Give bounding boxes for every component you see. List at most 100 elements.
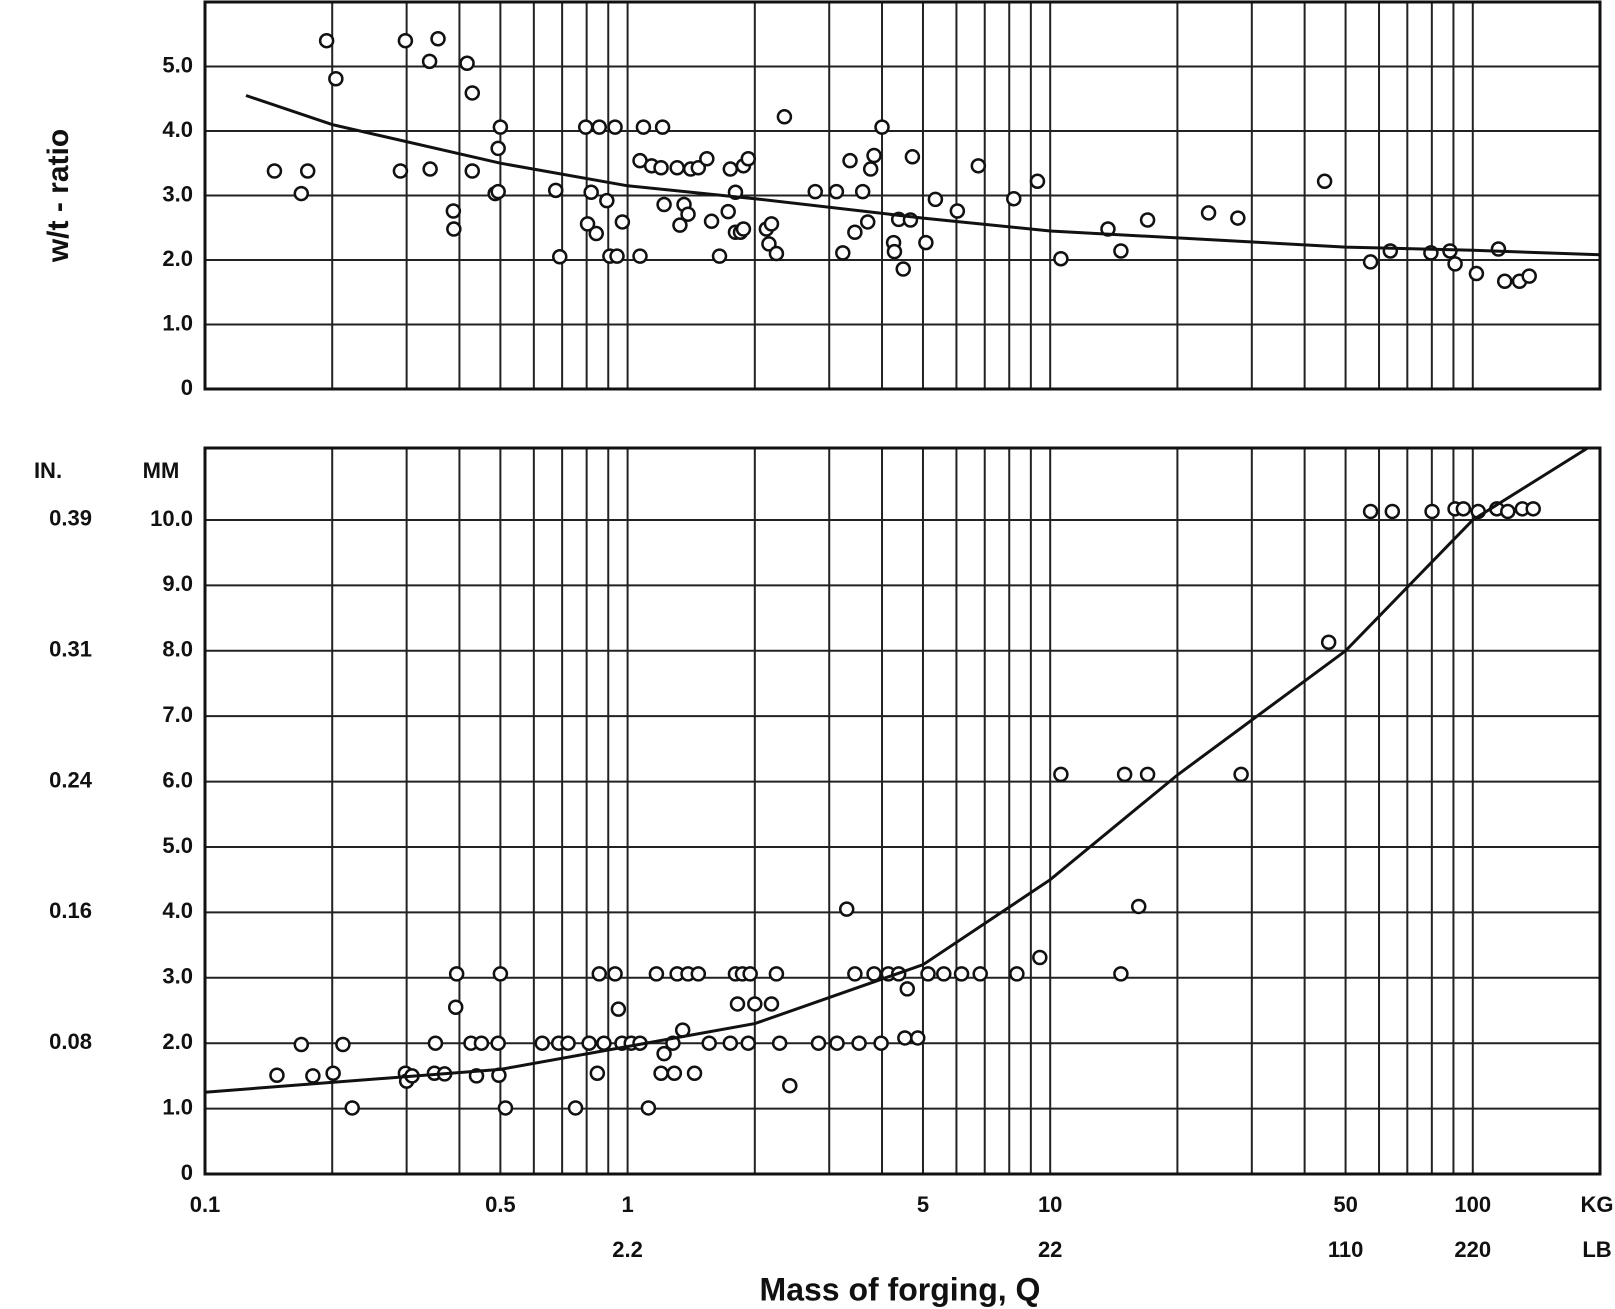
data-point xyxy=(1116,766,1133,783)
y-tick-label: 7.0 xyxy=(162,702,193,727)
data-point xyxy=(918,234,934,251)
data-point xyxy=(392,163,409,179)
data-point xyxy=(492,119,509,135)
data-point xyxy=(293,185,310,202)
data-point xyxy=(842,152,858,169)
data-point xyxy=(847,966,863,982)
data-point xyxy=(711,248,728,264)
data-point xyxy=(854,183,871,200)
data-point xyxy=(828,183,845,200)
x2-unit: LB xyxy=(1582,1237,1611,1262)
data-point xyxy=(492,966,509,982)
x-tick-label: 1 xyxy=(621,1192,633,1217)
data-point xyxy=(1490,241,1507,257)
data-point xyxy=(782,1077,798,1094)
data-point xyxy=(1362,254,1379,270)
y-tick-label: 0 xyxy=(181,375,193,400)
x2-tick-label: 110 xyxy=(1328,1237,1364,1262)
x2-tick-label: 220 xyxy=(1454,1237,1491,1262)
data-point xyxy=(763,996,780,1012)
data-point xyxy=(776,109,793,125)
data-point xyxy=(609,248,625,264)
data-point xyxy=(874,119,890,135)
x-tick-label: 100 xyxy=(1454,1192,1491,1217)
data-point xyxy=(446,221,462,237)
plot-frame xyxy=(203,446,1602,1176)
data-point xyxy=(768,245,785,262)
data-point xyxy=(829,1035,845,1051)
fit-curve xyxy=(204,446,1589,1094)
x-tick-label: 50 xyxy=(1333,1192,1357,1217)
data-point xyxy=(266,163,283,179)
data-point xyxy=(1113,966,1129,982)
data-point xyxy=(1230,210,1246,226)
data-point xyxy=(1468,265,1485,282)
data-point xyxy=(581,1035,597,1051)
data-point xyxy=(899,981,916,997)
data-point xyxy=(552,249,568,265)
data-point xyxy=(972,966,988,982)
data-point xyxy=(490,140,506,157)
data-point xyxy=(953,966,970,982)
data-point xyxy=(447,999,464,1015)
data-point xyxy=(448,966,465,982)
y2-tick-label: 0.16 xyxy=(49,898,92,923)
data-point xyxy=(1496,273,1513,290)
data-point xyxy=(669,160,685,176)
data-point xyxy=(473,1035,490,1051)
data-point xyxy=(1382,243,1399,259)
data-point xyxy=(422,161,438,177)
y-tick-label: 4.0 xyxy=(162,117,193,142)
data-point xyxy=(607,119,623,135)
data-point xyxy=(690,160,707,176)
y-tick-label: 6.0 xyxy=(162,767,193,792)
data-point xyxy=(1447,256,1463,272)
data-point xyxy=(768,966,785,982)
data-point xyxy=(567,1100,584,1116)
data-point xyxy=(464,163,481,179)
data-point xyxy=(653,160,669,176)
y-tick-label: 5.0 xyxy=(162,833,193,858)
data-point xyxy=(686,1065,703,1082)
y-tick-label: 1.0 xyxy=(162,1094,193,1119)
data-point xyxy=(859,214,876,230)
x2-tick-label: 22 xyxy=(1038,1237,1062,1262)
data-point xyxy=(1139,212,1156,228)
data-point xyxy=(421,53,438,70)
data-point xyxy=(1029,173,1046,190)
x-axis-title: Mass of forging, Q xyxy=(760,1271,1041,1307)
data-point xyxy=(690,966,707,982)
data-point xyxy=(1130,898,1147,915)
data-point xyxy=(490,183,506,200)
data-point xyxy=(335,1036,351,1053)
data-point xyxy=(610,1001,627,1017)
data-point xyxy=(599,192,615,209)
data-point xyxy=(490,1035,506,1051)
data-point xyxy=(838,901,855,917)
y-tick-label: 9.0 xyxy=(162,571,193,596)
data-point xyxy=(666,1065,683,1082)
data-point xyxy=(886,243,903,260)
y-tick-label: 1.0 xyxy=(162,310,193,335)
data-point xyxy=(459,55,475,72)
plot-frame xyxy=(203,0,1602,391)
data-point xyxy=(328,71,344,87)
data-point xyxy=(672,217,688,233)
fit-curve xyxy=(245,94,1601,257)
y-tick-label: 10.0 xyxy=(150,506,193,531)
data-point xyxy=(656,1045,672,1062)
data-point xyxy=(862,161,879,177)
data-point xyxy=(970,158,987,174)
data-point xyxy=(747,996,763,1012)
data-point xyxy=(1006,190,1022,207)
data-point xyxy=(1521,268,1537,284)
data-point xyxy=(464,85,481,101)
data-point xyxy=(1320,634,1337,651)
x-tick-label: 10 xyxy=(1038,1192,1062,1217)
data-point xyxy=(1009,966,1025,982)
data-point xyxy=(735,221,752,237)
data-point xyxy=(577,119,594,135)
data-point xyxy=(1455,501,1472,517)
data-point xyxy=(680,206,696,222)
